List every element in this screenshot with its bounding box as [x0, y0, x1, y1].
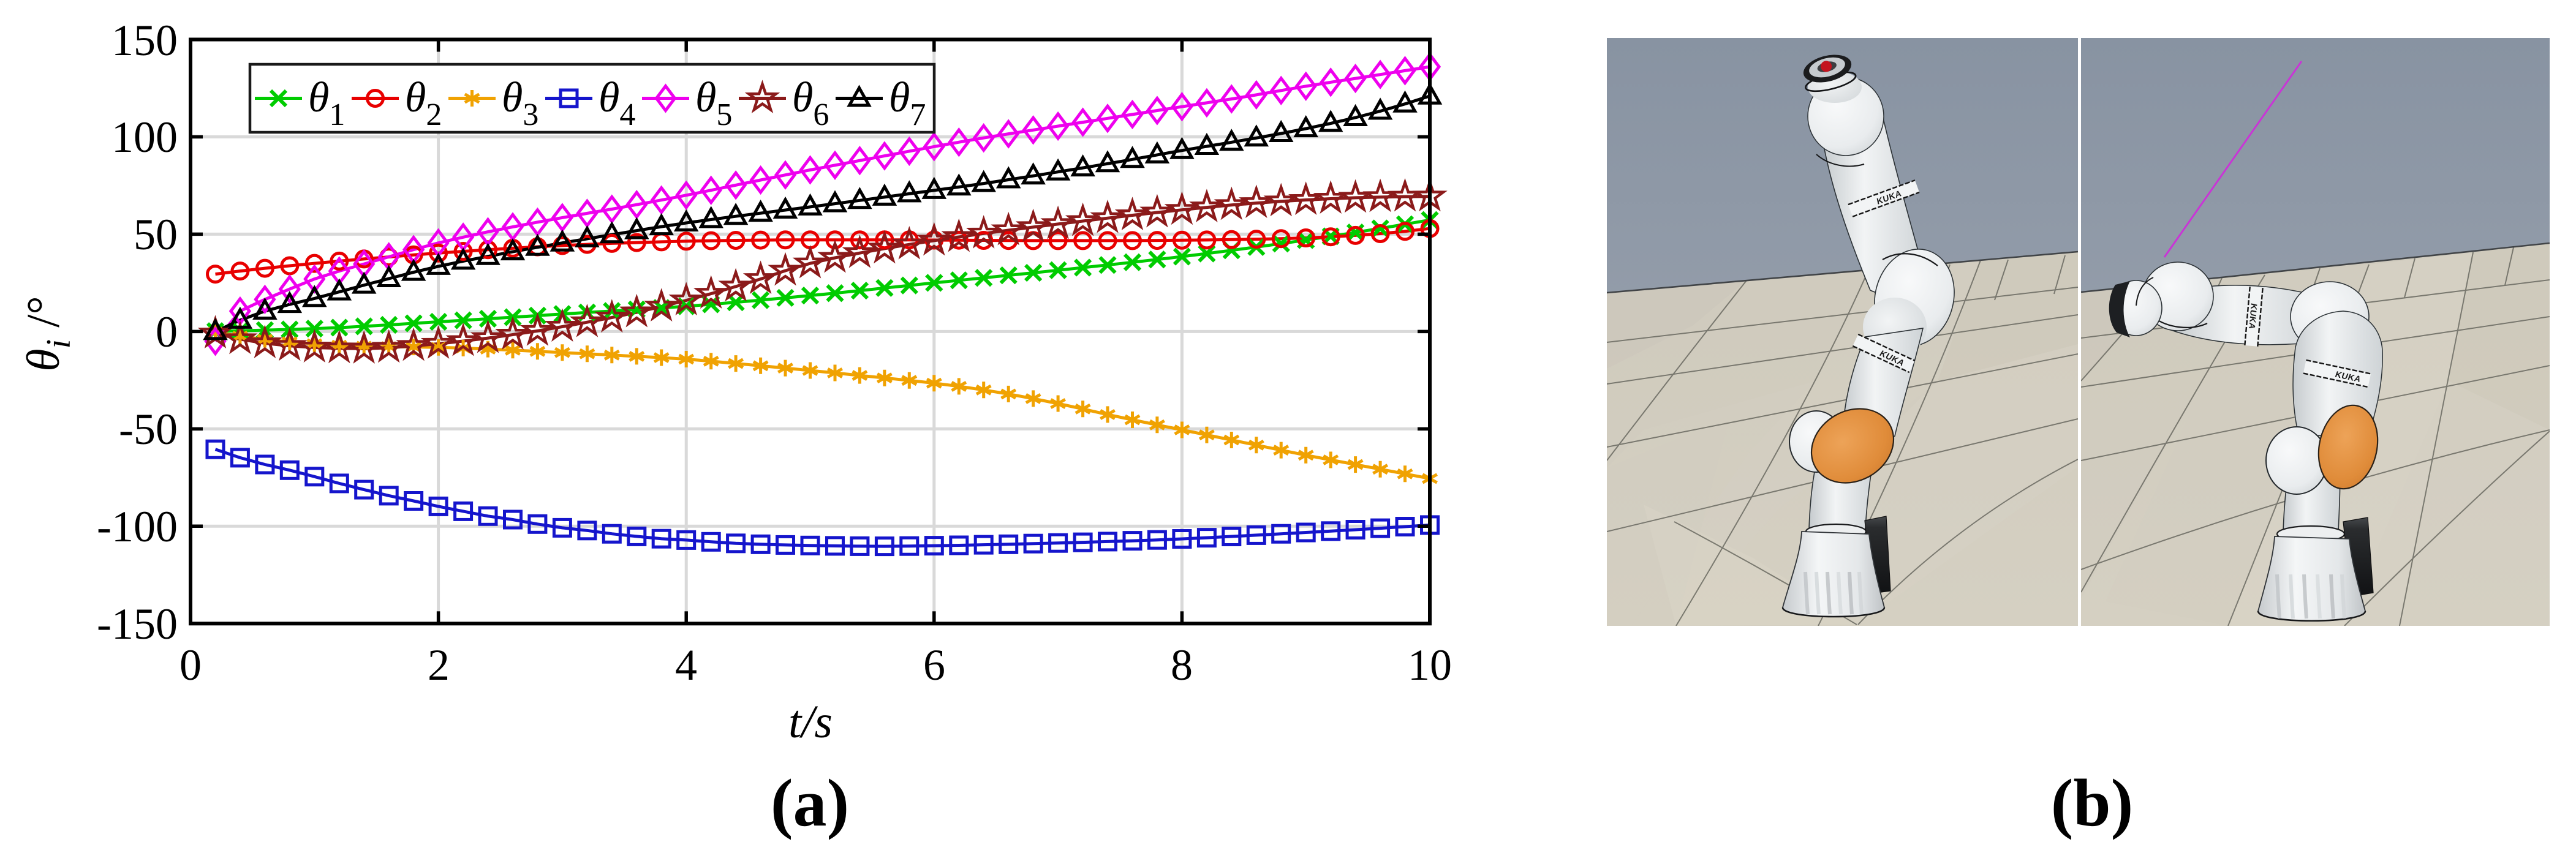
svg-text:(b): (b) [2051, 765, 2133, 840]
svg-text:θ2: θ2 [405, 74, 442, 132]
svg-text:θ5: θ5 [695, 74, 732, 132]
svg-text:2: 2 [428, 641, 450, 690]
svg-text:10: 10 [1408, 641, 1452, 690]
svg-text:-150: -150 [97, 600, 178, 649]
svg-text:0: 0 [179, 641, 202, 690]
svg-text:KUKA: KUKA [2247, 303, 2259, 331]
svg-text:100: 100 [111, 113, 178, 162]
svg-text:θ1: θ1 [308, 74, 345, 132]
svg-text:-50: -50 [119, 405, 178, 454]
svg-text:150: 150 [111, 16, 178, 65]
svg-text:t/s: t/s [788, 696, 833, 748]
svg-text:8: 8 [1171, 641, 1193, 690]
svg-text:0: 0 [156, 307, 178, 356]
svg-text:θ4: θ4 [599, 74, 635, 132]
svg-text:θ7: θ7 [889, 74, 926, 132]
svg-text:6: 6 [923, 641, 945, 690]
svg-text:θi /°: θi /° [18, 296, 78, 371]
svg-text:θ3: θ3 [502, 74, 538, 132]
svg-text:-100: -100 [97, 502, 178, 551]
svg-text:(a): (a) [771, 765, 849, 840]
svg-text:θ6: θ6 [792, 74, 829, 132]
svg-text:4: 4 [675, 641, 697, 690]
svg-text:50: 50 [134, 210, 178, 259]
